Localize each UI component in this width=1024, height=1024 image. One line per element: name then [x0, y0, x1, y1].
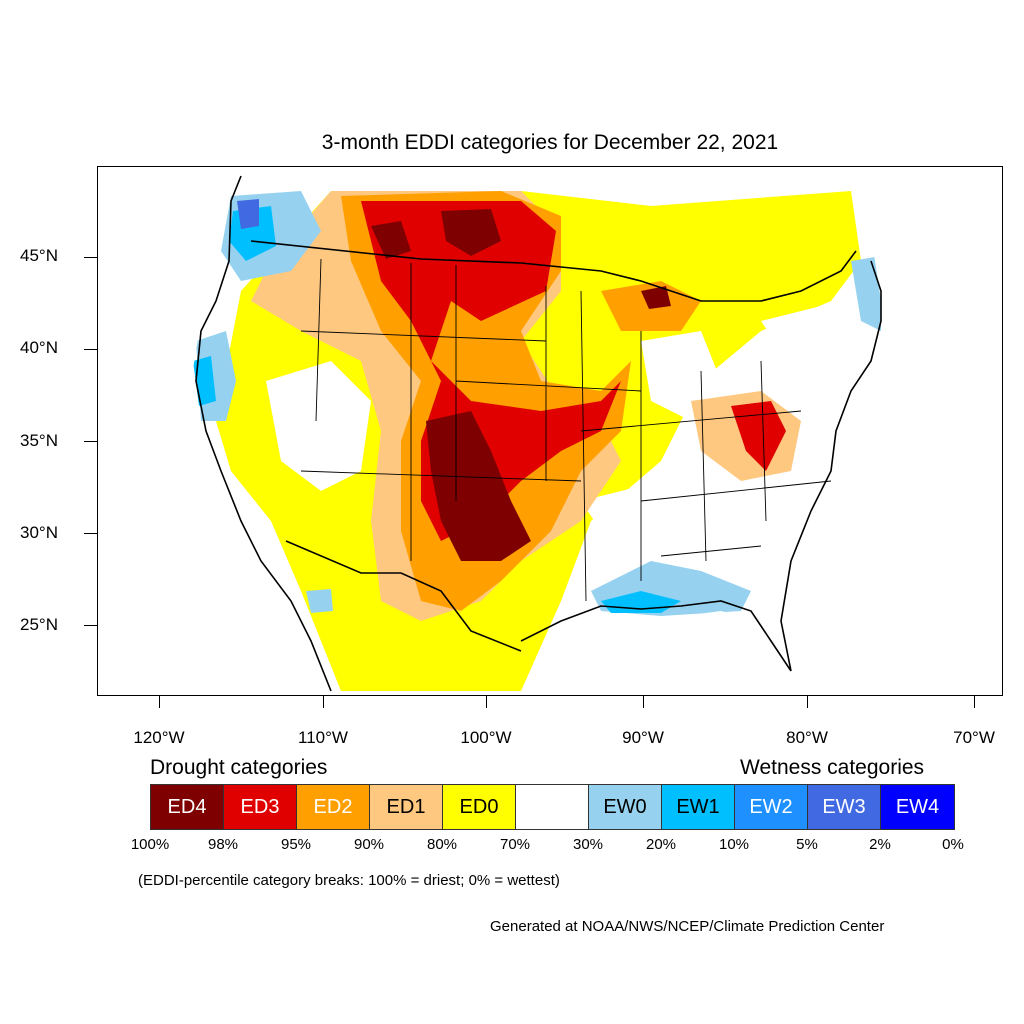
- legend-ew4: EW4: [881, 785, 954, 829]
- map-title: 3-month EDDI categories for December 22,…: [321, 131, 779, 154]
- legend-note: (EDDI-percentile category breaks: 100% =…: [138, 872, 560, 889]
- ed3-region: [361, 201, 621, 541]
- lon-label-70: 70°W: [953, 728, 995, 747]
- legend-ew3: EW3: [808, 785, 881, 829]
- lat-label-30: 30°N: [20, 523, 58, 542]
- ed3-appalachia: [731, 401, 786, 471]
- percentile-label: 30%: [572, 836, 604, 853]
- west-coastline: [195, 175, 332, 692]
- percentile-label: 10%: [718, 836, 750, 853]
- lon-label-80: 80°W: [786, 728, 828, 747]
- normal-northeast: [761, 301, 881, 391]
- legend-ew2: EW2: [735, 785, 808, 829]
- percentile-label: 5%: [796, 836, 818, 853]
- lat-tick: [84, 441, 97, 442]
- percentile-label: 20%: [645, 836, 677, 853]
- percentile-label: 0%: [942, 836, 964, 853]
- percentile-label: 2%: [869, 836, 891, 853]
- eddi-map: [97, 166, 1003, 696]
- ocean-pacific: [98, 167, 331, 695]
- ew3-pacific-nw: [237, 199, 259, 229]
- normal-michigan: [641, 331, 721, 421]
- lat-label-35: 35°N: [20, 431, 58, 450]
- east-coastline: [780, 260, 882, 672]
- category-legend: ED4 ED3 ED2 ED1 ED0 EW0 EW1 EW2 EW3 EW4: [150, 784, 955, 830]
- us-canada-border: [250, 240, 857, 302]
- legend-ed4: ED4: [151, 785, 224, 829]
- legend-ew0: EW0: [589, 785, 662, 829]
- percentile-label: 98%: [207, 836, 239, 853]
- ed4-michigan: [641, 286, 671, 309]
- lat-label-25: 25°N: [20, 615, 58, 634]
- lat-label-45: 45°N: [20, 246, 58, 265]
- percentile-label: 80%: [426, 836, 458, 853]
- us-mexico-border: [285, 540, 522, 652]
- ocean-atlantic: [761, 167, 1002, 695]
- gulf-coastline: [520, 600, 792, 672]
- state-lines: [300, 258, 832, 602]
- lat-tick: [84, 533, 97, 534]
- lon-tick: [486, 696, 487, 708]
- lat-label-40: 40°N: [20, 338, 58, 357]
- percentile-label: 70%: [499, 836, 531, 853]
- legend-ew1: EW1: [662, 785, 735, 829]
- gulf-of-mexico: [531, 611, 771, 695]
- percentile-label: 95%: [280, 836, 312, 853]
- wetness-categories-heading: Wetness categories: [740, 756, 925, 779]
- legend-ed2: ED2: [297, 785, 370, 829]
- lon-tick: [159, 696, 160, 708]
- ed4-north: [441, 209, 501, 256]
- ed4-montana: [371, 221, 411, 259]
- credit-line: Generated at NOAA/NWS/NCEP/Climate Predi…: [490, 918, 885, 935]
- lon-tick: [974, 696, 975, 708]
- legend-normal: [516, 785, 589, 829]
- lon-tick: [323, 696, 324, 708]
- drought-categories-heading: Drought categories: [150, 756, 328, 779]
- lon-tick: [807, 696, 808, 708]
- lon-label-110: 110°W: [298, 728, 348, 747]
- lat-tick: [84, 257, 97, 258]
- percentile-label: 100%: [130, 836, 170, 853]
- legend-ed3: ED3: [224, 785, 297, 829]
- lon-label-100: 100°W: [460, 728, 512, 747]
- lon-tick: [643, 696, 644, 708]
- normal-west: [266, 361, 371, 491]
- lat-tick: [84, 349, 97, 350]
- lat-tick: [84, 625, 97, 626]
- percentile-label: 90%: [353, 836, 385, 853]
- ed4-plains: [426, 411, 531, 561]
- legend-ed0: ED0: [443, 785, 516, 829]
- legend-ed1: ED1: [370, 785, 443, 829]
- lon-label-120: 120°W: [133, 728, 185, 747]
- lon-label-90: 90°W: [622, 728, 664, 747]
- ew-southwest: [306, 589, 333, 613]
